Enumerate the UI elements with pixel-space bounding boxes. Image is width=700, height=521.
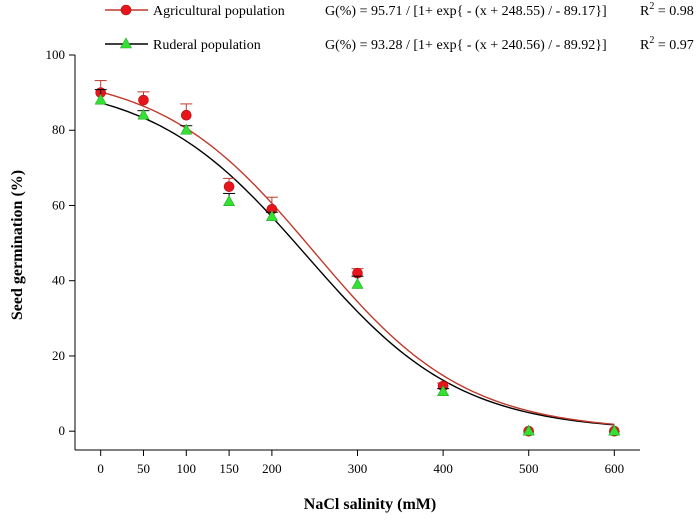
ruderal-point (265, 210, 278, 222)
ruderal-point (137, 108, 150, 120)
y-tick-label: 60 (52, 197, 65, 212)
ruderal-fit-curve (100, 102, 615, 426)
legend-label-ruderal: Ruderal population (153, 38, 261, 53)
agricultural-fit-curve (100, 91, 615, 426)
agricultural-point (223, 181, 235, 192)
y-tick-label: 80 (52, 122, 65, 137)
ruderal-point (223, 195, 236, 207)
data-points (94, 80, 621, 437)
agricultural-point (138, 94, 149, 106)
ruderal-point (608, 424, 621, 436)
ruderal-point (522, 424, 535, 436)
y-tick-label: 40 (52, 273, 65, 288)
x-tick-label: 500 (519, 461, 539, 476)
x-tick-label: 150 (219, 461, 239, 476)
ruderal-point (351, 277, 364, 289)
x-tick-label: 300 (348, 461, 368, 476)
agricultural-point (180, 109, 192, 121)
y-axis-label: Seed germination (%) (9, 170, 26, 320)
y-axis: 0 20 40 60 80 100 (46, 47, 75, 438)
y-tick-label: 100 (46, 47, 66, 62)
r2-ruderal: R2 = 0.97 (640, 35, 694, 53)
y-tick-label: 20 (52, 348, 65, 363)
fit-curves (100, 91, 615, 426)
legend: Agricultural population G(%) = 95.71 / [1… (105, 1, 694, 53)
x-tick-label: 0 (97, 461, 104, 476)
y-tick-label: 0 (59, 423, 66, 438)
x-tick-label: 400 (433, 461, 453, 476)
r2-agricultural: R2 = 0.98 (640, 1, 694, 19)
x-tick-label: 100 (177, 461, 197, 476)
x-tick-label: 50 (137, 461, 150, 476)
legend-marker-agricultural (120, 4, 132, 16)
x-tick-label: 600 (605, 461, 625, 476)
legend-label-agricultural: Agricultural population (153, 4, 285, 19)
ruderal-point (180, 123, 193, 135)
ruderal-point (437, 385, 450, 396)
ruderal-point (94, 93, 107, 105)
equation-agricultural: G(%) = 95.71 / [1+ exp{ - (x + 248.55) /… (325, 4, 607, 19)
x-axis-label: NaCl salinity (mM) (304, 496, 436, 513)
equation-ruderal: G(%) = 93.28 / [1+ exp{ - (x + 240.56) /… (325, 38, 607, 53)
x-axis: 0 50 100 150 200 300 400 500 600 (97, 450, 624, 476)
legend-marker-ruderal (119, 37, 133, 49)
x-tick-label: 200 (262, 461, 282, 476)
